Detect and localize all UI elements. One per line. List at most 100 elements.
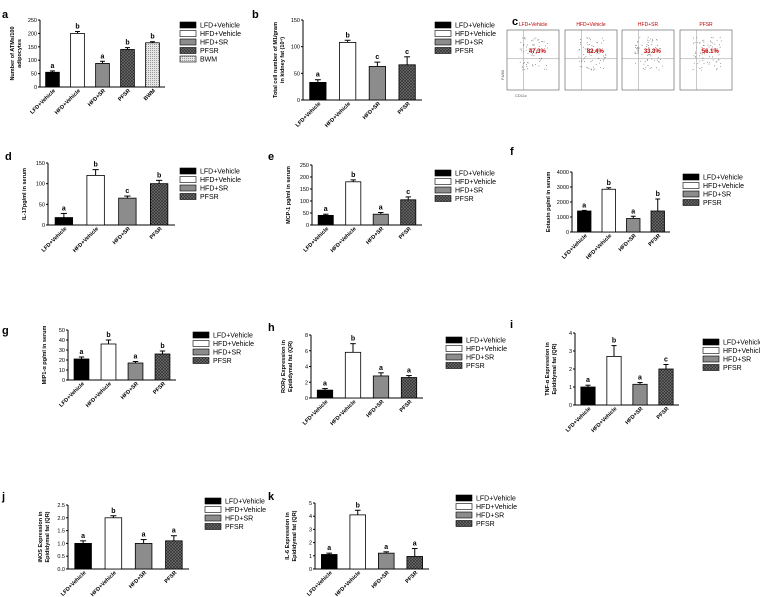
flow-event-0-66 bbox=[537, 39, 539, 41]
flow-event-1-32 bbox=[604, 53, 606, 55]
flow-event-2-29 bbox=[658, 69, 660, 71]
flow-event-0-67 bbox=[531, 40, 532, 42]
flow-event-2-67 bbox=[635, 62, 636, 64]
panel-label-c: c bbox=[512, 16, 518, 28]
legend-swatch-h-0 bbox=[445, 336, 463, 344]
bar-d-0 bbox=[54, 217, 74, 226]
flow-event-3-66 bbox=[716, 68, 718, 70]
x-tick-label-k-2: HFD+SR bbox=[371, 570, 391, 590]
flow-event-1-30 bbox=[583, 54, 585, 56]
chart-panel-b: b 0 50 100 150 Total cell number of M1/gramin… bbox=[252, 9, 496, 129]
sig-letter-f-3: b bbox=[656, 191, 660, 198]
y-tick-label-a-5: 250 bbox=[28, 18, 37, 24]
flow-event-0-8 bbox=[538, 41, 540, 43]
flow-event-0-7 bbox=[533, 44, 535, 46]
chart-panel-a: a 0 50 100 150 200 250 Number of ATMs/100adipoc… bbox=[2, 9, 241, 116]
flow-event-3-40 bbox=[703, 44, 705, 46]
sig-letter-a-4: b bbox=[150, 34, 154, 41]
bar-f-0 bbox=[577, 210, 592, 233]
legend-swatch-f-3 bbox=[682, 199, 700, 206]
flow-event-0-14 bbox=[531, 54, 533, 56]
legend-label-i-3: PFSR bbox=[723, 365, 742, 372]
sig-letter-h-2: a bbox=[379, 365, 383, 372]
legend-swatch-a-3 bbox=[179, 47, 197, 54]
flow-event-3-2 bbox=[701, 49, 703, 51]
legend-label-g-0: LFD+Vehicle bbox=[213, 333, 253, 340]
flow-event-3-21 bbox=[693, 42, 694, 44]
legend-swatch-k-3 bbox=[455, 520, 473, 527]
sig-letter-d-2: c bbox=[125, 188, 129, 195]
flow-percent-1: 82.4% bbox=[587, 49, 605, 55]
flow-event-1-1 bbox=[587, 67, 589, 69]
legend-swatch-f-1 bbox=[682, 182, 700, 189]
sig-letter-d-0: a bbox=[62, 205, 66, 212]
y-axis-title-j: iNOS Expression inEpididymal fat (QR) bbox=[38, 511, 51, 563]
legend-swatch-j-2 bbox=[204, 514, 222, 522]
x-tick-label-a-3: PFSR bbox=[117, 88, 132, 103]
flow-event-3-27 bbox=[695, 53, 697, 54]
bar-k-2 bbox=[378, 552, 395, 570]
flow-event-3-58 bbox=[696, 42, 698, 44]
legend-label-f-1: HFD+Vehicle bbox=[703, 183, 744, 190]
flow-event-3-52 bbox=[693, 62, 695, 64]
flow-event-2-68 bbox=[646, 59, 648, 61]
y-tick-label-d-0: 0 bbox=[42, 223, 45, 229]
flow-event-2-62 bbox=[645, 46, 647, 48]
flow-event-1-13 bbox=[603, 59, 605, 61]
flow-event-1-0 bbox=[590, 61, 592, 63]
flow-event-3-48 bbox=[708, 46, 710, 48]
flow-event-3-55 bbox=[703, 41, 705, 43]
y-axis-title-d: IL-17pg/ml in serum bbox=[22, 168, 28, 220]
flow-event-2-10 bbox=[659, 48, 661, 50]
flow-event-1-18 bbox=[593, 69, 595, 71]
flow-event-1-64 bbox=[603, 57, 605, 59]
sig-letter-e-0: a bbox=[324, 206, 328, 213]
y-tick-label-e-2: 100 bbox=[300, 199, 309, 205]
x-tick-label-a-4: BWM bbox=[143, 88, 157, 102]
bar-a-2 bbox=[95, 63, 110, 88]
flow-event-1-58 bbox=[600, 50, 602, 52]
flow-event-3-15 bbox=[699, 60, 701, 62]
flow-x-label: CD11c bbox=[515, 93, 527, 98]
flow-event-3-50 bbox=[716, 61, 718, 63]
flow-event-0-3 bbox=[521, 65, 523, 67]
legend-swatch-i-3 bbox=[702, 364, 720, 371]
flow-event-3-16 bbox=[710, 49, 712, 51]
y-tick-label-g-0: 0 bbox=[62, 378, 65, 384]
sig-letter-b-3: c bbox=[405, 49, 409, 56]
flow-event-1-17 bbox=[600, 66, 601, 68]
legend-swatch-d-0 bbox=[179, 167, 197, 175]
sig-letter-j-0: a bbox=[81, 533, 85, 540]
flow-event-3-22 bbox=[700, 69, 702, 71]
y-tick-label-b-0: 0 bbox=[297, 98, 300, 104]
legend-label-a-0: LFD+Vehicle bbox=[200, 23, 240, 30]
flow-event-1-24 bbox=[591, 51, 593, 53]
flow-event-2-23 bbox=[647, 36, 649, 38]
legend-label-d-0: LFD+Vehicle bbox=[200, 169, 240, 176]
sig-letter-a-1: b bbox=[75, 24, 79, 31]
flow-event-1-54 bbox=[598, 52, 600, 54]
flow-event-2-20 bbox=[651, 58, 653, 60]
flow-event-3-68 bbox=[710, 41, 712, 43]
flow-event-0-26 bbox=[523, 44, 525, 46]
flow-event-2-45 bbox=[638, 47, 640, 49]
flow-event-0-51 bbox=[545, 45, 547, 47]
flow-event-0-42 bbox=[525, 49, 527, 51]
legend-label-g-1: HFD+Vehicle bbox=[213, 341, 254, 348]
flow-event-0-20 bbox=[529, 48, 531, 50]
flow-event-0-58 bbox=[534, 64, 536, 66]
x-tick-label-j-3: PFSR bbox=[164, 570, 179, 585]
flow-event-3-49 bbox=[715, 61, 717, 63]
flow-event-1-52 bbox=[592, 45, 594, 47]
flow-event-1-27 bbox=[590, 69, 592, 71]
sig-letter-a-3: b bbox=[125, 40, 129, 47]
bar-k-1 bbox=[349, 514, 366, 570]
y-tick-label-i-1: 1 bbox=[569, 385, 572, 391]
flow-event-0-61 bbox=[527, 52, 529, 54]
bar-k-3 bbox=[406, 556, 423, 570]
flow-event-0-22 bbox=[526, 65, 528, 67]
flow-event-1-49 bbox=[588, 37, 590, 39]
flow-event-0-18 bbox=[535, 47, 537, 49]
legend-label-h-3: PFSR bbox=[466, 363, 485, 370]
bar-h-1 bbox=[344, 351, 362, 399]
